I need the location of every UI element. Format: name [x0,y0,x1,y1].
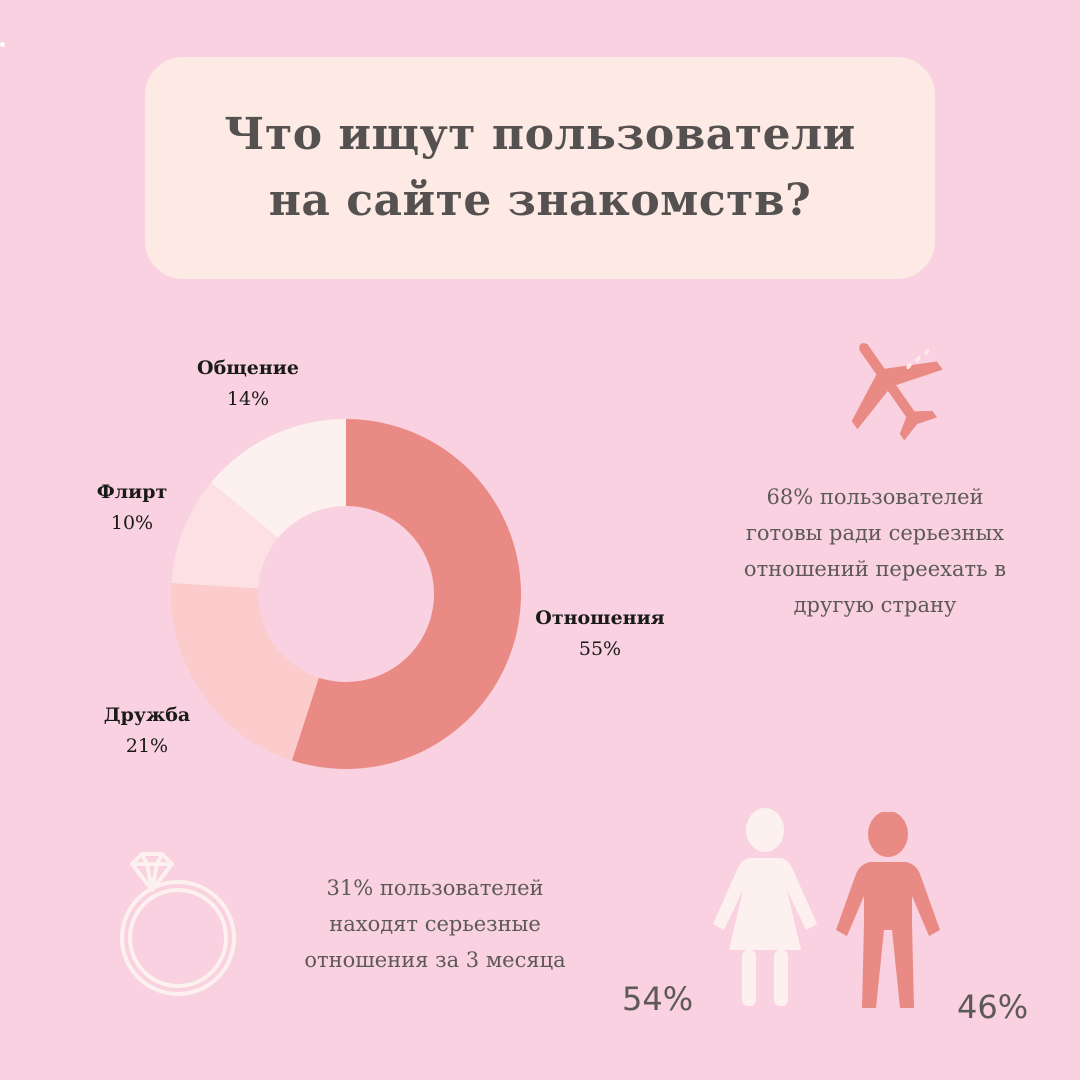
three-months-line-2: находят серьезные [329,912,541,936]
ring-icon [120,852,236,996]
airplane-icon [851,343,943,441]
relocate-stat: 68% пользователей готовы ради серьезных … [700,479,1050,623]
donut-slice-0 [291,419,521,770]
label-flirt: Флирт 10% [42,477,222,539]
title-line-2: на сайте знакомств? [268,175,812,226]
slice-label-name: Общение [197,357,299,379]
title-line-1: Что ищут пользователи [224,109,856,160]
relocate-line-4: другую страну [793,593,957,617]
slice-label-value: 14% [226,388,270,410]
label-obshchenie: Общение 14% [158,353,338,415]
male-percent: 46% [957,988,1029,1026]
relocate-line-3: отношений переехать в [743,557,1007,581]
donut-slice-2 [171,482,279,589]
three-months-line-3: отношения за 3 месяца [304,948,566,972]
female-percent: 54% [622,980,694,1018]
donut-slice-1 [170,583,319,761]
slice-label-name: Дружба [103,704,191,726]
slice-label-name: Флирт [96,481,168,503]
label-otnosheniya: Отношения 55% [510,603,690,665]
woman-icon [713,808,817,1006]
corner-dot [0,42,5,47]
three-months-stat: 31% пользователей находят серьезные отно… [260,870,610,978]
slice-label-value: 55% [578,638,622,660]
man-icon [836,812,940,1008]
slice-label-name: Отношения [535,607,665,629]
slice-label-value: 10% [110,512,154,534]
label-druzhba: Дружба 21% [57,700,237,762]
donut-slice-3 [211,419,346,538]
relocate-line-2: готовы ради серьезных [745,521,1005,545]
relocate-line-1: 68% пользователей [766,485,984,509]
title-box: Что ищут пользователи на сайте знакомств… [145,57,935,279]
slice-label-value: 21% [125,735,169,757]
three-months-line-1: 31% пользователей [326,876,544,900]
